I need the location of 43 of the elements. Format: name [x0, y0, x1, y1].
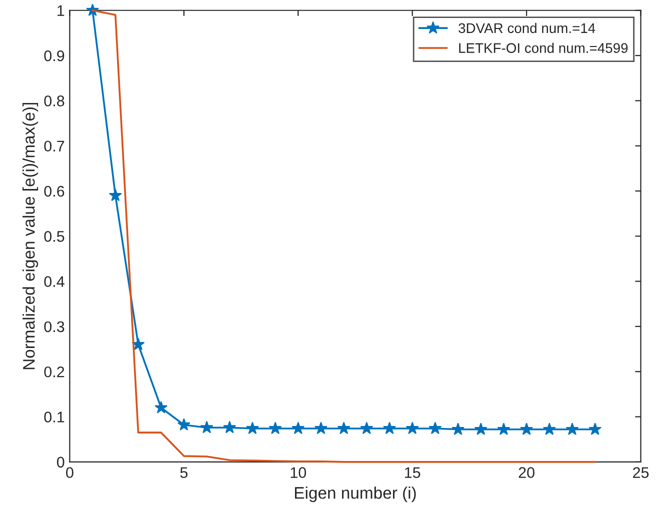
y-tick-label: 0.9	[44, 50, 64, 62]
y-tick-label: 0.8	[44, 96, 64, 106]
point	[474, 422, 488, 435]
point	[314, 422, 328, 434]
legend-label: LETKF-OI cond num.=4599	[459, 42, 628, 53]
y-tick-label: 0.7	[44, 140, 64, 152]
point	[246, 422, 259, 434]
x-tick-label: 5	[180, 467, 188, 478]
point	[268, 422, 282, 434]
x-axis-title: Eigen number (i)	[295, 486, 416, 502]
y-tick-label: 0.1	[44, 412, 64, 422]
point	[497, 422, 510, 435]
point	[566, 422, 579, 435]
point	[360, 422, 374, 434]
y-tick-label: 0.3	[44, 321, 64, 332]
y-tick-label: 1	[58, 5, 64, 16]
point	[406, 422, 419, 434]
y-tick-label: 0.2	[44, 366, 64, 378]
y-axis-title: Normalized eigen value [e(i)/max(e)]	[22, 103, 38, 370]
y-tick-label: 0.4	[44, 276, 64, 287]
point	[542, 422, 556, 435]
point	[588, 422, 602, 435]
point	[132, 338, 145, 350]
point	[337, 422, 350, 434]
point	[200, 420, 214, 434]
legend-label: 3DVAR cond num.=14	[458, 22, 596, 34]
x-tick-label: 15	[405, 467, 420, 478]
point	[177, 418, 190, 430]
y-tick-label: 0.5	[44, 231, 64, 242]
point	[223, 420, 236, 434]
point	[520, 422, 534, 435]
point	[108, 188, 122, 202]
point	[428, 422, 442, 434]
x-tick-label: 20	[518, 467, 534, 478]
x-tick-label: 25	[633, 467, 649, 478]
x-tick-label: 10	[290, 467, 306, 478]
point	[292, 422, 305, 434]
y-tick-label: 0	[56, 456, 64, 468]
point	[383, 422, 396, 434]
point	[452, 422, 464, 435]
point	[154, 400, 168, 414]
x-tick-label: 0	[66, 467, 74, 478]
y-tick-label: 0.6	[44, 186, 64, 197]
